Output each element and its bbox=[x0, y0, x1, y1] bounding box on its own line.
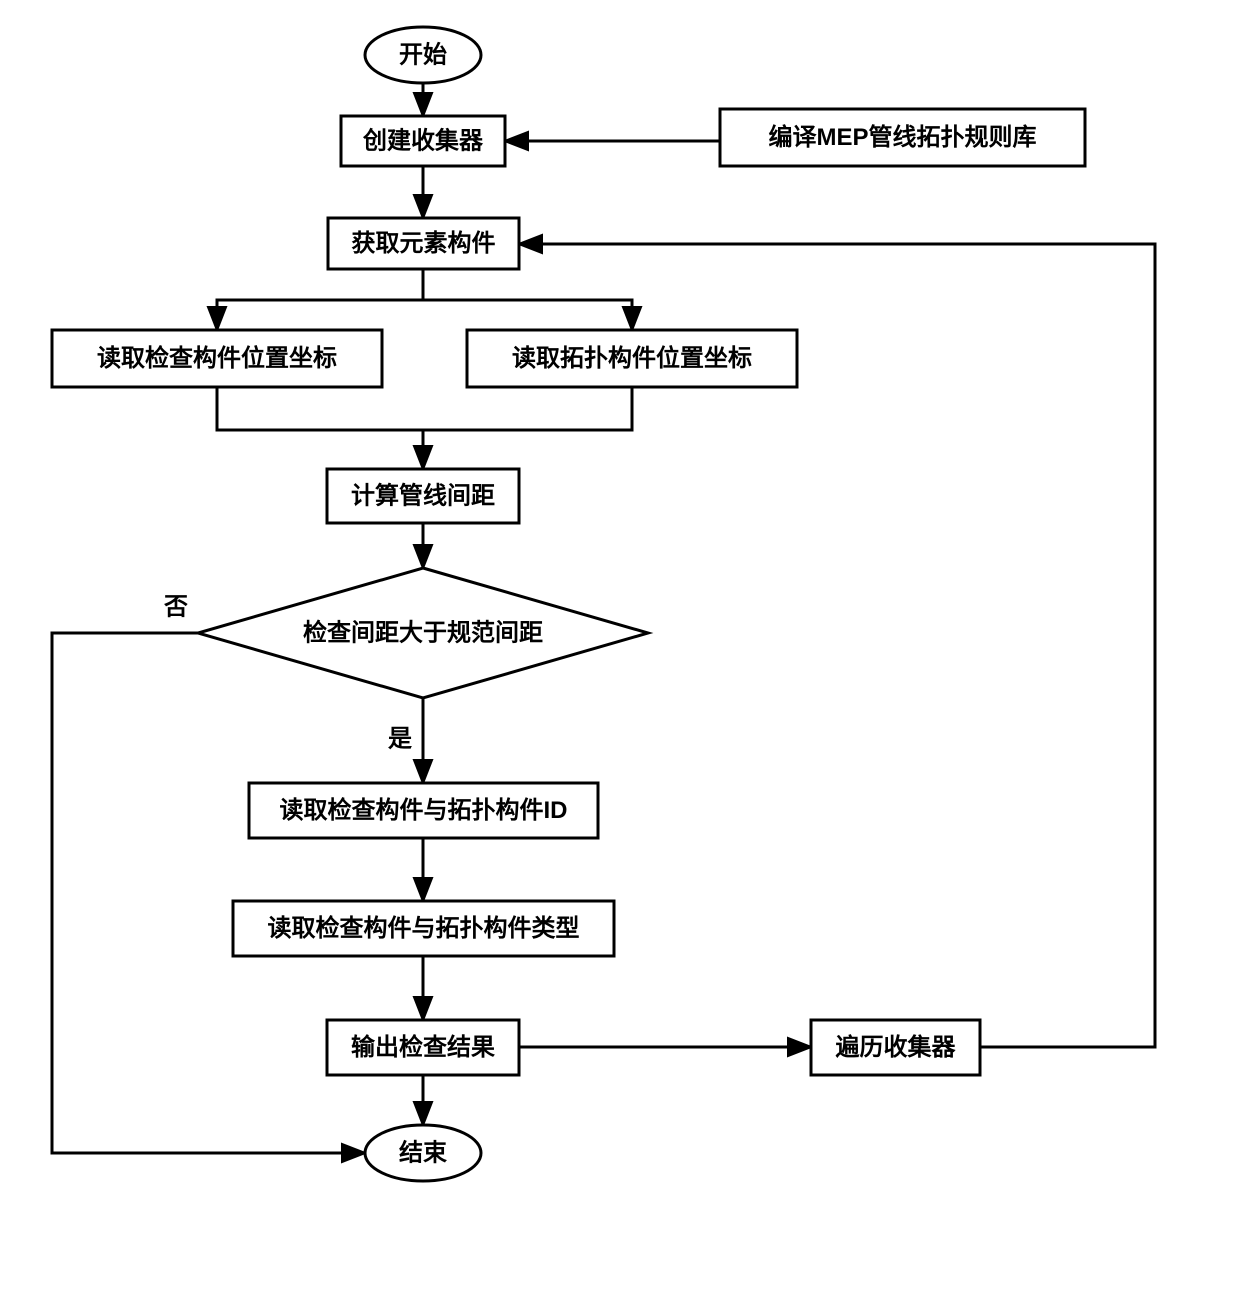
node-label-decision: 检查间距大于规范间距 bbox=[303, 618, 543, 646]
edge-e5 bbox=[423, 269, 632, 330]
node-compile: 编译MEP管线拓扑规则库 bbox=[720, 109, 1085, 166]
edge-e6 bbox=[217, 387, 423, 430]
edge-e11 bbox=[52, 633, 365, 1153]
node-get_elem: 获取元素构件 bbox=[328, 218, 519, 269]
node-label-create: 创建收集器 bbox=[362, 126, 484, 154]
node-label-compile: 编译MEP管线拓扑规则库 bbox=[768, 123, 1036, 151]
node-read_type: 读取检查构件与拓扑构件类型 bbox=[233, 901, 614, 956]
edge-label-e10: 是 bbox=[388, 725, 412, 752]
node-calc: 计算管线间距 bbox=[327, 469, 519, 523]
node-label-end: 结束 bbox=[399, 1139, 448, 1166]
node-label-start: 开始 bbox=[399, 41, 447, 68]
node-label-output: 输出检查结果 bbox=[351, 1033, 495, 1061]
node-label-get_elem: 获取元素构件 bbox=[352, 229, 496, 257]
node-label-traverse: 遍历收集器 bbox=[836, 1033, 957, 1061]
node-traverse: 遍历收集器 bbox=[811, 1020, 980, 1075]
node-label-read_chk: 读取检查构件位置坐标 bbox=[97, 344, 337, 372]
node-decision: 检查间距大于规范间距 bbox=[198, 568, 648, 698]
node-label-read_top: 读取拓扑构件位置坐标 bbox=[512, 344, 752, 372]
node-end: 结束 bbox=[365, 1125, 481, 1181]
node-start: 开始 bbox=[365, 27, 481, 83]
node-read_top: 读取拓扑构件位置坐标 bbox=[467, 330, 797, 387]
node-label-read_type: 读取检查构件与拓扑构件类型 bbox=[268, 914, 580, 942]
node-read_chk: 读取检查构件位置坐标 bbox=[52, 330, 382, 387]
node-label-calc: 计算管线间距 bbox=[351, 481, 495, 509]
node-output: 输出检查结果 bbox=[327, 1020, 519, 1075]
edge-e7 bbox=[423, 387, 632, 430]
edge-e4 bbox=[217, 269, 423, 330]
node-create: 创建收集器 bbox=[341, 116, 505, 166]
node-label-read_id: 读取检查构件与拓扑构件ID bbox=[280, 796, 568, 824]
node-read_id: 读取检查构件与拓扑构件ID bbox=[249, 783, 598, 838]
edge-label-e11: 否 bbox=[163, 593, 188, 620]
